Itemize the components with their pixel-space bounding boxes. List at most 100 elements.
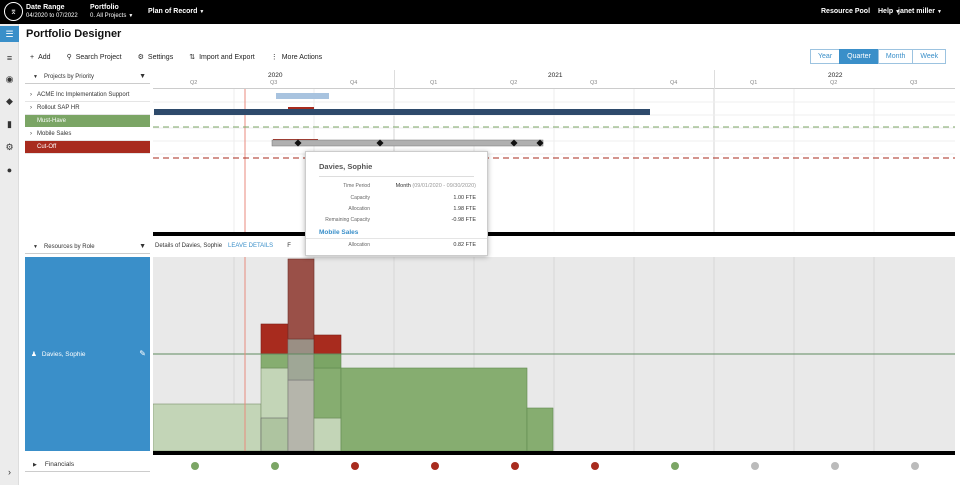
add-button[interactable]: + Add xyxy=(30,52,51,62)
project-row[interactable]: Must-Have xyxy=(25,115,150,128)
diamond-icon[interactable]: ◆ xyxy=(6,95,13,106)
person-icon: ♟ xyxy=(31,351,37,358)
over-allocation-block xyxy=(287,258,315,340)
collapse-triangle-icon[interactable]: ▼ xyxy=(33,74,38,80)
remaining-value: -0.98 FTE xyxy=(451,217,476,223)
allocation-block xyxy=(340,367,528,451)
timeline-year-label: 2021 xyxy=(548,72,563,79)
gantt-bar-mobile-sales xyxy=(271,139,544,147)
search-icon: ⚲ xyxy=(66,54,72,61)
user-menu[interactable]: janet miller ▼ xyxy=(898,8,942,15)
project-allocation-label: Allocation xyxy=(348,242,370,248)
financial-status-dot[interactable] xyxy=(191,462,199,470)
financial-status-dot[interactable] xyxy=(751,462,759,470)
search-project-button[interactable]: ⚲ Search Project xyxy=(67,52,122,62)
panel-divider[interactable] xyxy=(153,451,955,455)
financial-status-dot[interactable] xyxy=(911,462,919,470)
project-row[interactable]: › ACME Inc Implementation Support xyxy=(25,89,150,102)
resource-allocation-chart xyxy=(153,257,955,451)
project-row[interactable]: › Mobile Sales xyxy=(25,128,150,141)
expand-triangle-icon[interactable]: ▶ xyxy=(33,461,37,468)
project-allocation-value: 0.82 FTE xyxy=(453,242,476,248)
timeline-quarter-label: Q1 xyxy=(750,80,758,86)
user-label: janet miller xyxy=(898,8,935,15)
zoom-option-year[interactable]: Year xyxy=(810,49,841,64)
tooltip-title: Davies, Sophie xyxy=(319,162,373,171)
plan-of-record-menu[interactable]: Plan of Record ▼ xyxy=(148,8,204,15)
resource-pool-link[interactable]: Resource Pool xyxy=(821,8,871,15)
more-actions-button[interactable]: ⋮ More Actions xyxy=(271,52,322,62)
settings-button[interactable]: ⚙ Settings xyxy=(138,52,174,62)
portfolio-value: 0. All Projects xyxy=(90,13,127,19)
portfolio-selector[interactable]: Portfolio 0. All Projects ▼ xyxy=(90,3,133,21)
filter-icon[interactable]: ▼ xyxy=(139,73,146,80)
resource-person-row[interactable]: ♟ Davies, Sophie ✎ xyxy=(25,257,150,451)
milestone-diamond xyxy=(510,139,518,147)
financial-status-dot[interactable] xyxy=(511,462,519,470)
timeline-quarter-label: Q3 xyxy=(270,80,278,86)
zoom-option-month[interactable]: Month xyxy=(877,49,914,64)
tooltip-divider xyxy=(319,176,474,177)
financial-status-dot[interactable] xyxy=(271,462,279,470)
tooltip-time-period-row: Time Period Month (09/01/2020 - 09/30/20… xyxy=(306,183,489,192)
timeline-year-label: 2022 xyxy=(828,72,843,79)
gear-icon: ⚙ xyxy=(137,54,144,61)
zoom-option-week[interactable]: Week xyxy=(912,49,947,64)
chevron-right-icon[interactable]: › xyxy=(30,92,32,98)
project-row-label: Mobile Sales xyxy=(37,131,72,137)
date-range-selector[interactable]: Date Range 04/2020 to 07/2022 xyxy=(26,3,78,21)
date-range-label: Date Range xyxy=(26,4,65,11)
allocation-block xyxy=(526,407,554,451)
compass-icon[interactable]: ● xyxy=(6,165,13,175)
help-menu[interactable]: Help ▼ xyxy=(878,8,900,15)
toolbar: + Add ⚲ Search Project ⚙ Settings ⇅ Import a… xyxy=(30,52,322,62)
settings-label: Settings xyxy=(147,53,174,61)
financial-status-dot[interactable] xyxy=(351,462,359,470)
more-vertical-icon: ⋮ xyxy=(270,54,278,61)
resource-details-bar: Details of Davies, Sophie LEAVE DETAILS F xyxy=(155,243,291,249)
pencil-icon[interactable]: ✎ xyxy=(139,349,146,358)
gantt-bar-rollout-sap-hr xyxy=(154,109,650,115)
target-icon[interactable]: ◉ xyxy=(5,73,14,84)
financial-status-dot[interactable] xyxy=(831,462,839,470)
import-export-button[interactable]: ⇅ Import and Export xyxy=(189,52,255,62)
financials-title: Financials xyxy=(44,461,75,468)
timeline-quarter-label: Q4 xyxy=(670,80,678,86)
zoom-option-quarter[interactable]: Quarter xyxy=(839,49,879,64)
menu-icon[interactable]: ☰ xyxy=(0,26,19,42)
filter-icon[interactable]: ▼ xyxy=(139,243,146,250)
plus-icon: + xyxy=(30,53,35,61)
milestone-diamond xyxy=(376,139,384,147)
year-divider xyxy=(394,70,395,89)
collapse-triangle-icon[interactable]: ▼ xyxy=(33,244,38,250)
project-list: › ACME Inc Implementation Support › Rollout… xyxy=(25,89,150,154)
projects-panel-title: Projects by Priority xyxy=(43,74,94,80)
time-period-unit: Month xyxy=(395,183,411,189)
allocation-block xyxy=(260,417,289,451)
capacity-value: 1.00 FTE xyxy=(453,195,476,201)
document-icon[interactable]: ▮ xyxy=(7,118,12,129)
financial-status-dot[interactable] xyxy=(591,462,599,470)
app-logo-icon[interactable]: ⌆ xyxy=(4,2,23,21)
tooltip-allocation-row: Allocation 1.98 FTE xyxy=(306,206,489,215)
timeline-quarter-label: Q1 xyxy=(430,80,438,86)
financial-status-dot[interactable] xyxy=(671,462,679,470)
chevron-right-icon[interactable]: › xyxy=(30,105,32,111)
expand-rail-icon[interactable]: › xyxy=(8,467,11,477)
financials-header[interactable]: ▶ Financials xyxy=(25,458,150,472)
financial-status-dot[interactable] xyxy=(431,462,439,470)
project-row[interactable]: Cut-Off xyxy=(25,141,150,154)
over-allocation-block xyxy=(313,334,342,355)
leave-details-link[interactable]: LEAVE DETAILS xyxy=(228,243,274,249)
list-icon[interactable]: ≡ xyxy=(6,53,13,63)
project-row-label: Must-Have xyxy=(37,118,67,124)
chevron-right-icon[interactable]: › xyxy=(30,131,32,137)
over-allocation-block xyxy=(260,323,289,355)
timeline-quarter-label: Q3 xyxy=(590,80,598,86)
gear-icon[interactable]: ⚙ xyxy=(5,141,14,152)
allocation-block xyxy=(313,353,342,369)
panel-divider[interactable] xyxy=(153,232,955,236)
milestone-diamond xyxy=(294,139,302,147)
project-row[interactable]: › Rollout SAP HR xyxy=(25,102,150,115)
allocation-block xyxy=(260,353,289,369)
